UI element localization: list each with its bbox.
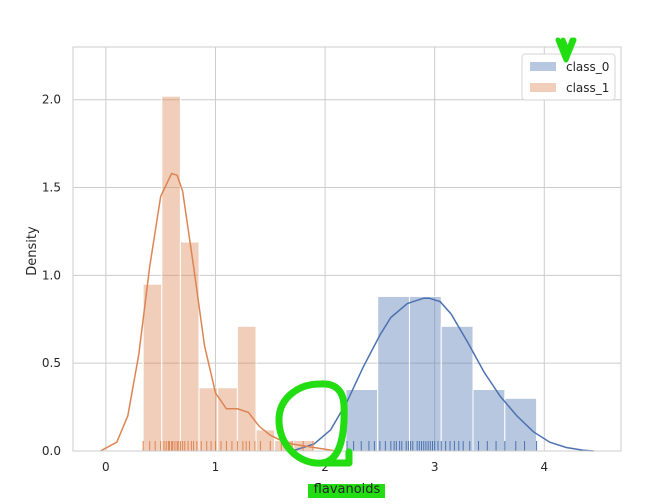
histogram-bar-class_0	[472, 389, 506, 452]
y-tick-label: 0.0	[42, 444, 61, 458]
kde-line-class_1	[100, 172, 337, 452]
histogram-bar-class_1	[198, 387, 219, 452]
rug-marks	[142, 441, 538, 451]
x-tick-label: 0	[102, 460, 110, 474]
histogram-bar-class_0	[377, 295, 410, 452]
annotation-circle	[275, 380, 353, 467]
histogram-bar-class_1	[255, 429, 276, 452]
histogram-bar-class_1	[142, 283, 163, 452]
legend-label-class-0: class_0	[566, 60, 609, 74]
x-tick-label: 2	[321, 460, 329, 474]
x-tick-label: 4	[540, 460, 548, 474]
y-tick-label: 2.0	[42, 93, 61, 107]
legend-swatch-class-0	[530, 62, 556, 71]
annotation-label-highlight	[308, 484, 385, 498]
histogram-bar-class_1	[161, 95, 181, 452]
x-tick-label: 3	[431, 460, 439, 474]
legend-label-class-1: class_1	[566, 81, 609, 95]
histogram-bar-class_0	[345, 389, 379, 452]
legend-swatch-class-1	[530, 83, 556, 92]
y-tick-labels: 0.0 0.5 1.0 1.5 2.0	[42, 93, 61, 458]
annotation-check-mark	[555, 37, 577, 63]
y-tick-label: 1.5	[42, 181, 61, 195]
x-tick-labels: 0 1 2 3 4	[102, 460, 548, 474]
y-tick-label: 1.0	[42, 268, 61, 282]
histogram-bar-class_0	[440, 325, 474, 452]
histogram-bar-class_1	[236, 325, 257, 452]
legend: class_0 class_1	[521, 53, 616, 101]
histogram-bar-class_1	[179, 241, 200, 452]
x-tick-label: 1	[212, 460, 220, 474]
x-axis-label: flavanoids	[314, 482, 381, 497]
y-axis-label: Density	[25, 226, 40, 276]
kde-line-class_0	[291, 297, 594, 452]
histogram-bar-class_0	[408, 295, 442, 452]
y-tick-label: 0.5	[42, 356, 61, 370]
kde-curves	[100, 172, 594, 452]
